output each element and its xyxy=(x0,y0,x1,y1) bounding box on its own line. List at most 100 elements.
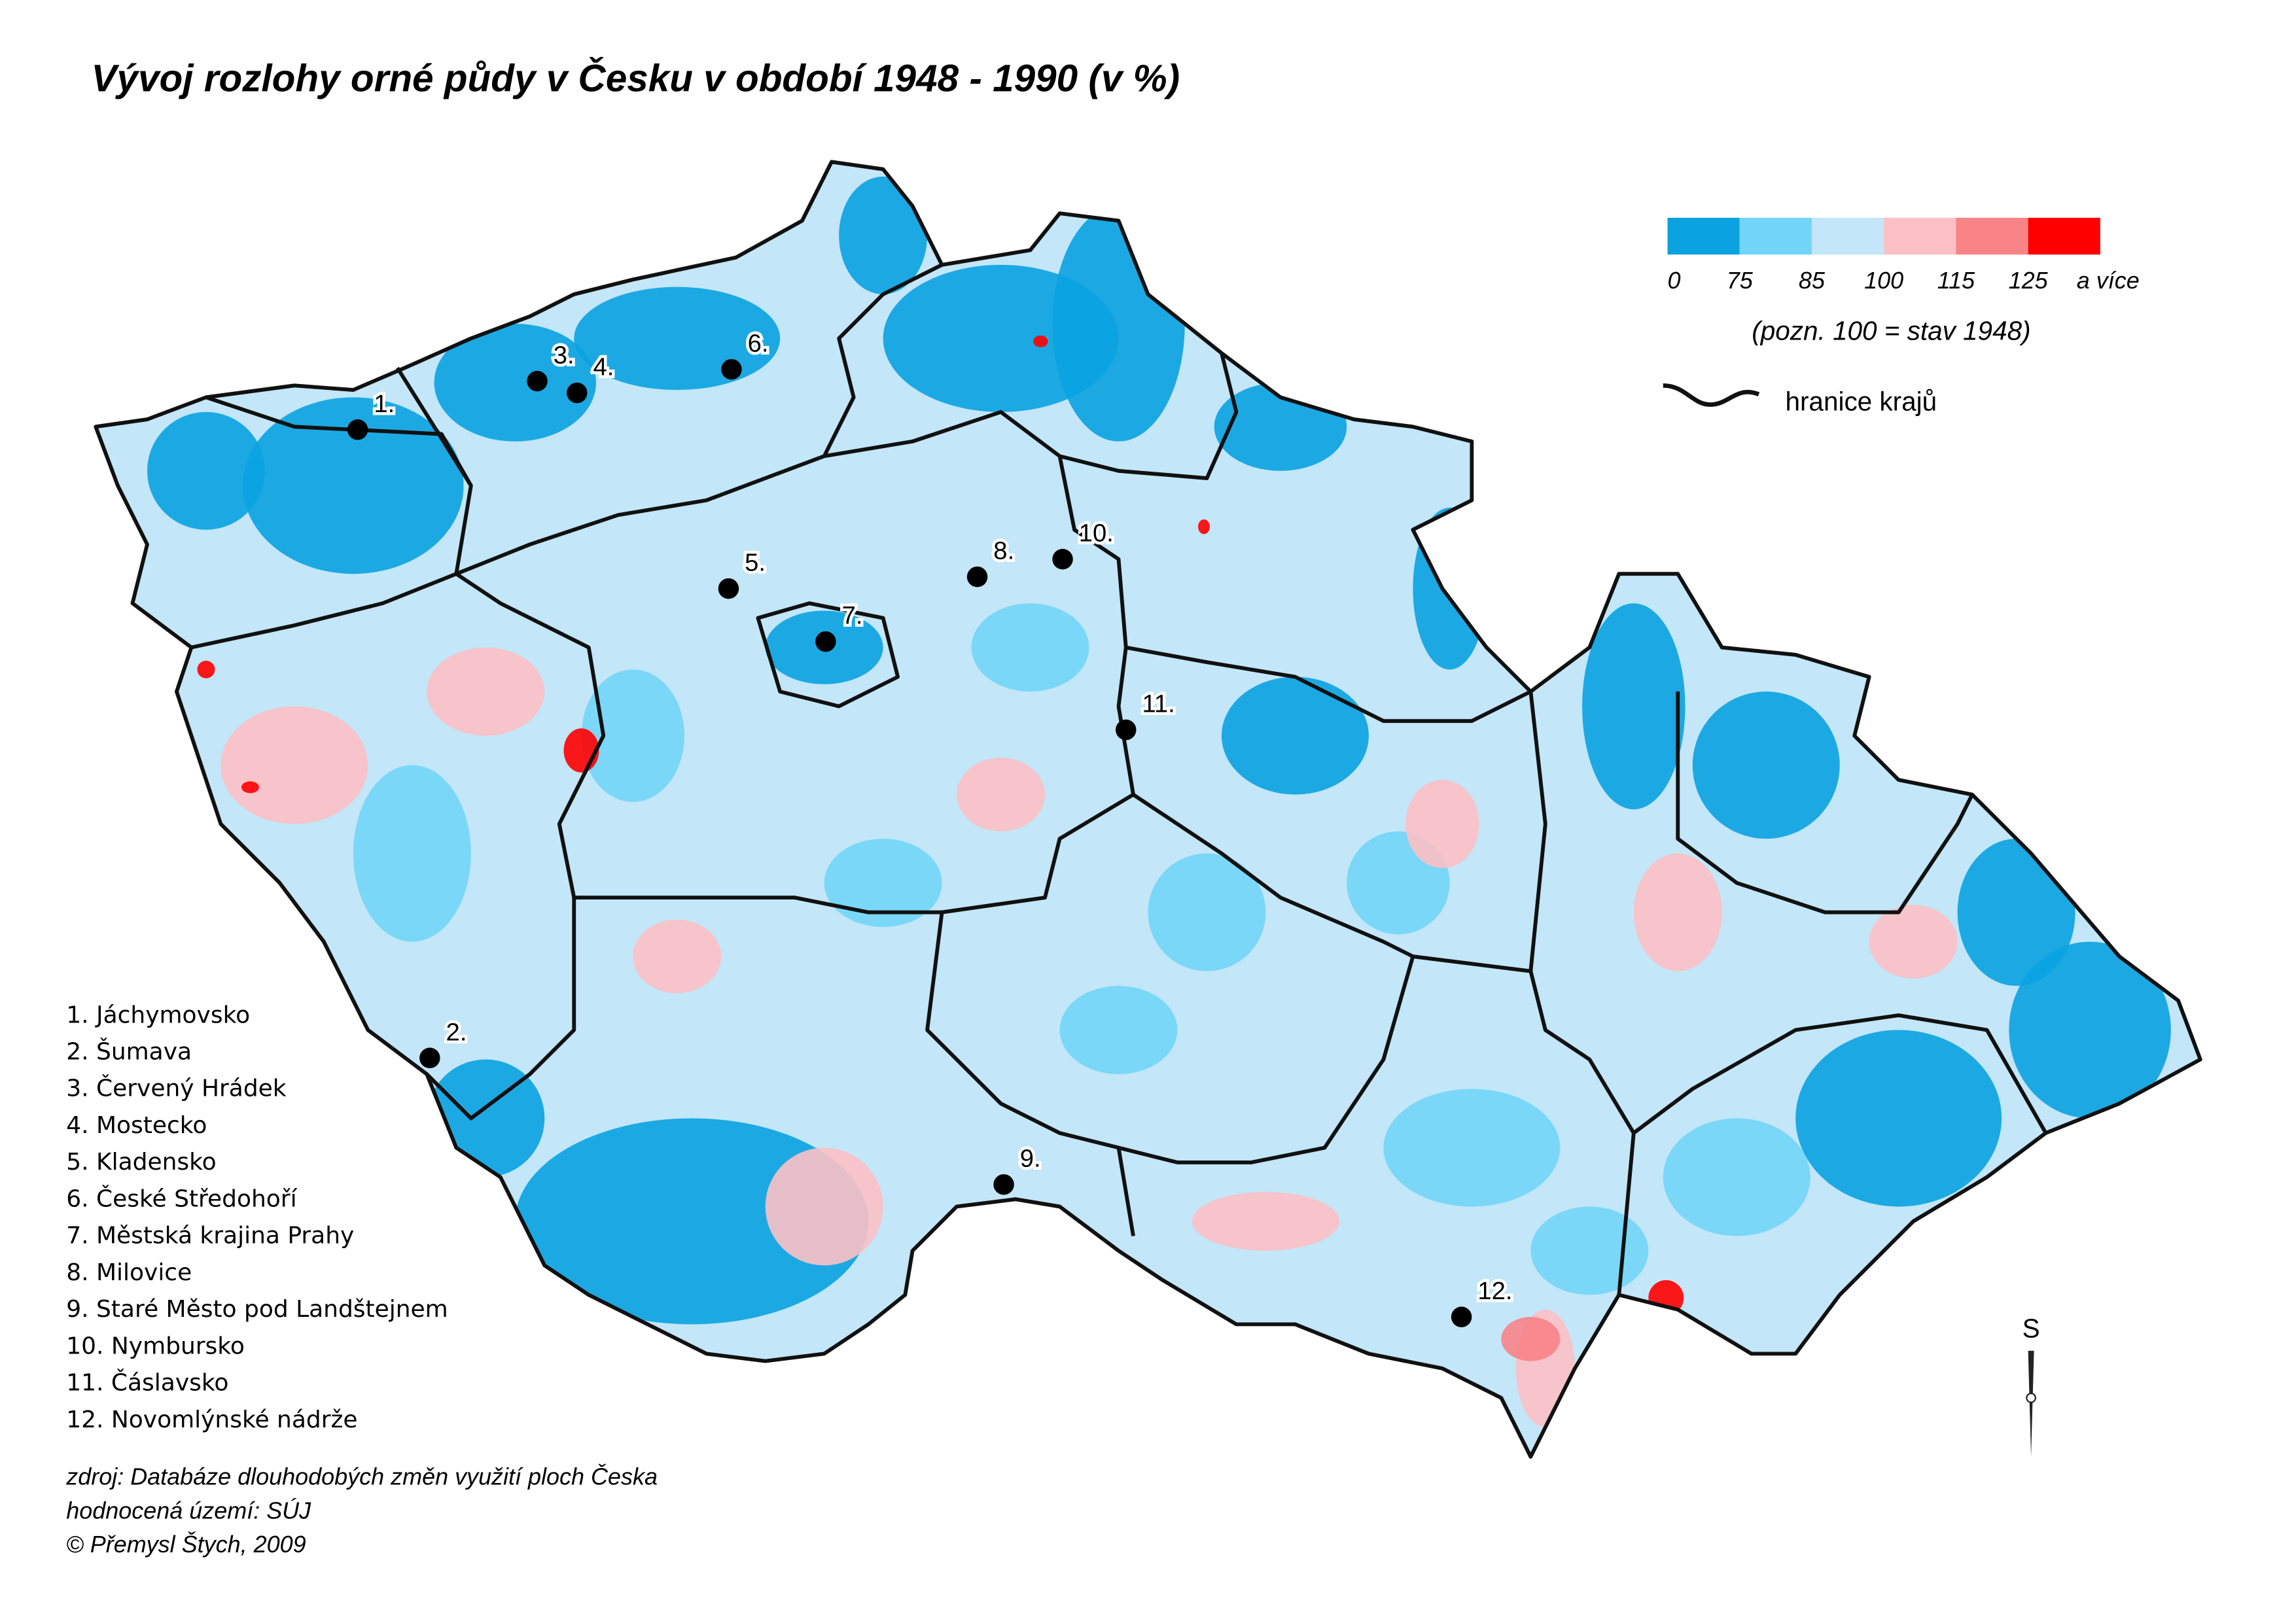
land-patch xyxy=(1148,853,1266,971)
place-dot xyxy=(527,370,548,392)
place-dot xyxy=(815,631,836,652)
place-name: 10. Nymbursko xyxy=(66,1333,245,1359)
region-border xyxy=(1528,691,1547,971)
land-patch xyxy=(353,765,471,942)
border-symbol xyxy=(1663,383,1760,407)
legend-note: (pozn. 100 = stav 1948) xyxy=(1752,316,2030,346)
land-patch xyxy=(1692,691,1840,839)
region-border xyxy=(455,455,1135,915)
place-name: 12. Novomlýnské nádrže xyxy=(66,1406,357,1433)
land-patch xyxy=(1059,986,1178,1075)
place-name: 4. Mostecko xyxy=(66,1112,207,1139)
place-dot xyxy=(1052,548,1073,570)
places: 1. 2. 3. 4. 5. 6. 7. 8. 9. 10. 11. 12. xyxy=(347,326,1515,1327)
legend-swatch xyxy=(1811,217,1884,255)
place-marker: 9. xyxy=(1020,1145,1041,1173)
land-patch xyxy=(957,758,1046,831)
place-marker: 10. xyxy=(1079,519,1114,548)
place-marker: 6. xyxy=(748,330,769,358)
land-patch xyxy=(1413,508,1487,670)
region-border xyxy=(190,395,473,650)
place-marker: 7. xyxy=(842,602,863,630)
land-patch xyxy=(824,839,942,928)
legend-break: 100 xyxy=(1864,267,1903,294)
region-border xyxy=(756,601,900,708)
place-name: 2. Šumava xyxy=(66,1038,192,1066)
border-label: hranice krajů xyxy=(1785,387,1937,417)
land-patch xyxy=(197,660,215,678)
place-dot xyxy=(993,1174,1014,1195)
region-border xyxy=(822,263,943,457)
region-border xyxy=(925,912,1135,1236)
place-name: 5. Kladensko xyxy=(66,1149,216,1176)
source-line: zdroj: Databáze dlouhodobých změn využit… xyxy=(65,1463,658,1490)
place-marker: 2. xyxy=(446,1018,467,1046)
land-patch xyxy=(1192,1191,1339,1251)
legend-break: 85 xyxy=(1799,267,1826,294)
place-dot xyxy=(347,419,368,440)
land-patch xyxy=(1795,1030,2002,1207)
region-border xyxy=(1676,691,1974,915)
land-patch xyxy=(1383,1089,1561,1207)
place-marker: 11. xyxy=(1142,690,1175,718)
land-patch xyxy=(1197,519,1210,534)
place-dot xyxy=(567,382,588,404)
land-patch xyxy=(1957,839,2075,986)
land-patch xyxy=(1633,853,1722,971)
place-marker: 12. xyxy=(1477,1277,1512,1305)
land-patch xyxy=(241,781,259,794)
region-borders xyxy=(96,162,2200,1456)
north-arrow: S xyxy=(2022,1314,2040,1457)
land-patch xyxy=(839,176,928,294)
land-patch xyxy=(243,397,464,574)
map-title: Vývoj rozlohy orné půdy v Česku v období… xyxy=(91,56,1180,99)
region-border xyxy=(1118,956,1415,1164)
place-marker: 4. xyxy=(593,353,614,381)
place-name: 9. Staré Město pod Landštejnem xyxy=(66,1296,448,1323)
place-dot xyxy=(718,578,739,599)
place-marker: 5. xyxy=(745,549,766,577)
land-patch xyxy=(221,706,368,824)
land-patch xyxy=(1663,1118,1810,1236)
land-patch xyxy=(1501,1317,1561,1361)
land-patch xyxy=(1033,335,1048,347)
place-name: 1. Jáchymovsko xyxy=(66,1002,250,1028)
north-needle xyxy=(2028,1350,2034,1457)
legend-swatch xyxy=(2028,217,2100,255)
land-patch xyxy=(563,728,599,773)
place-list: 1. Jáchymovsko 2. Šumava 3. Červený Hrádek… xyxy=(66,1002,448,1433)
source-line: hodnocená území: SÚJ xyxy=(66,1497,311,1524)
legend-swatch xyxy=(1884,217,1956,255)
region-border xyxy=(1125,645,1532,724)
place-dot xyxy=(721,358,742,380)
source-line: © Přemysl Štych, 2009 xyxy=(66,1531,306,1558)
land-patch xyxy=(971,603,1089,692)
land-patch xyxy=(1221,676,1369,795)
land-patch xyxy=(633,919,722,994)
place-name: 7. Městská krajina Prahy xyxy=(66,1223,354,1249)
place-name: 11. Čáslavsko xyxy=(66,1369,228,1397)
land-patch xyxy=(1530,1206,1649,1295)
land-patch xyxy=(1405,780,1479,869)
source: zdroj: Databáze dlouhodobých změn využit… xyxy=(65,1463,658,1558)
place-name: 8. Milovice xyxy=(66,1259,192,1286)
place-name: 6. České Středohoří xyxy=(66,1185,297,1212)
place-dot xyxy=(419,1047,440,1069)
legend-swatch xyxy=(1956,217,2028,255)
legend-swatch xyxy=(1667,217,1740,255)
legend-break: 0 xyxy=(1668,267,1681,294)
legend-break: 125 xyxy=(2009,267,2049,294)
place-dot xyxy=(966,566,988,587)
place-marker: 1. xyxy=(374,390,395,418)
legend-break: 75 xyxy=(1727,267,1754,294)
legend-break: 115 xyxy=(1937,267,1975,294)
land-patch xyxy=(581,669,684,802)
place-dot xyxy=(1451,1306,1472,1327)
land-patch xyxy=(1869,905,1958,979)
region-border xyxy=(455,353,1239,576)
north-label: S xyxy=(2022,1314,2040,1344)
land-patch xyxy=(434,323,597,442)
place-name: 3. Červený Hrádek xyxy=(66,1075,287,1102)
